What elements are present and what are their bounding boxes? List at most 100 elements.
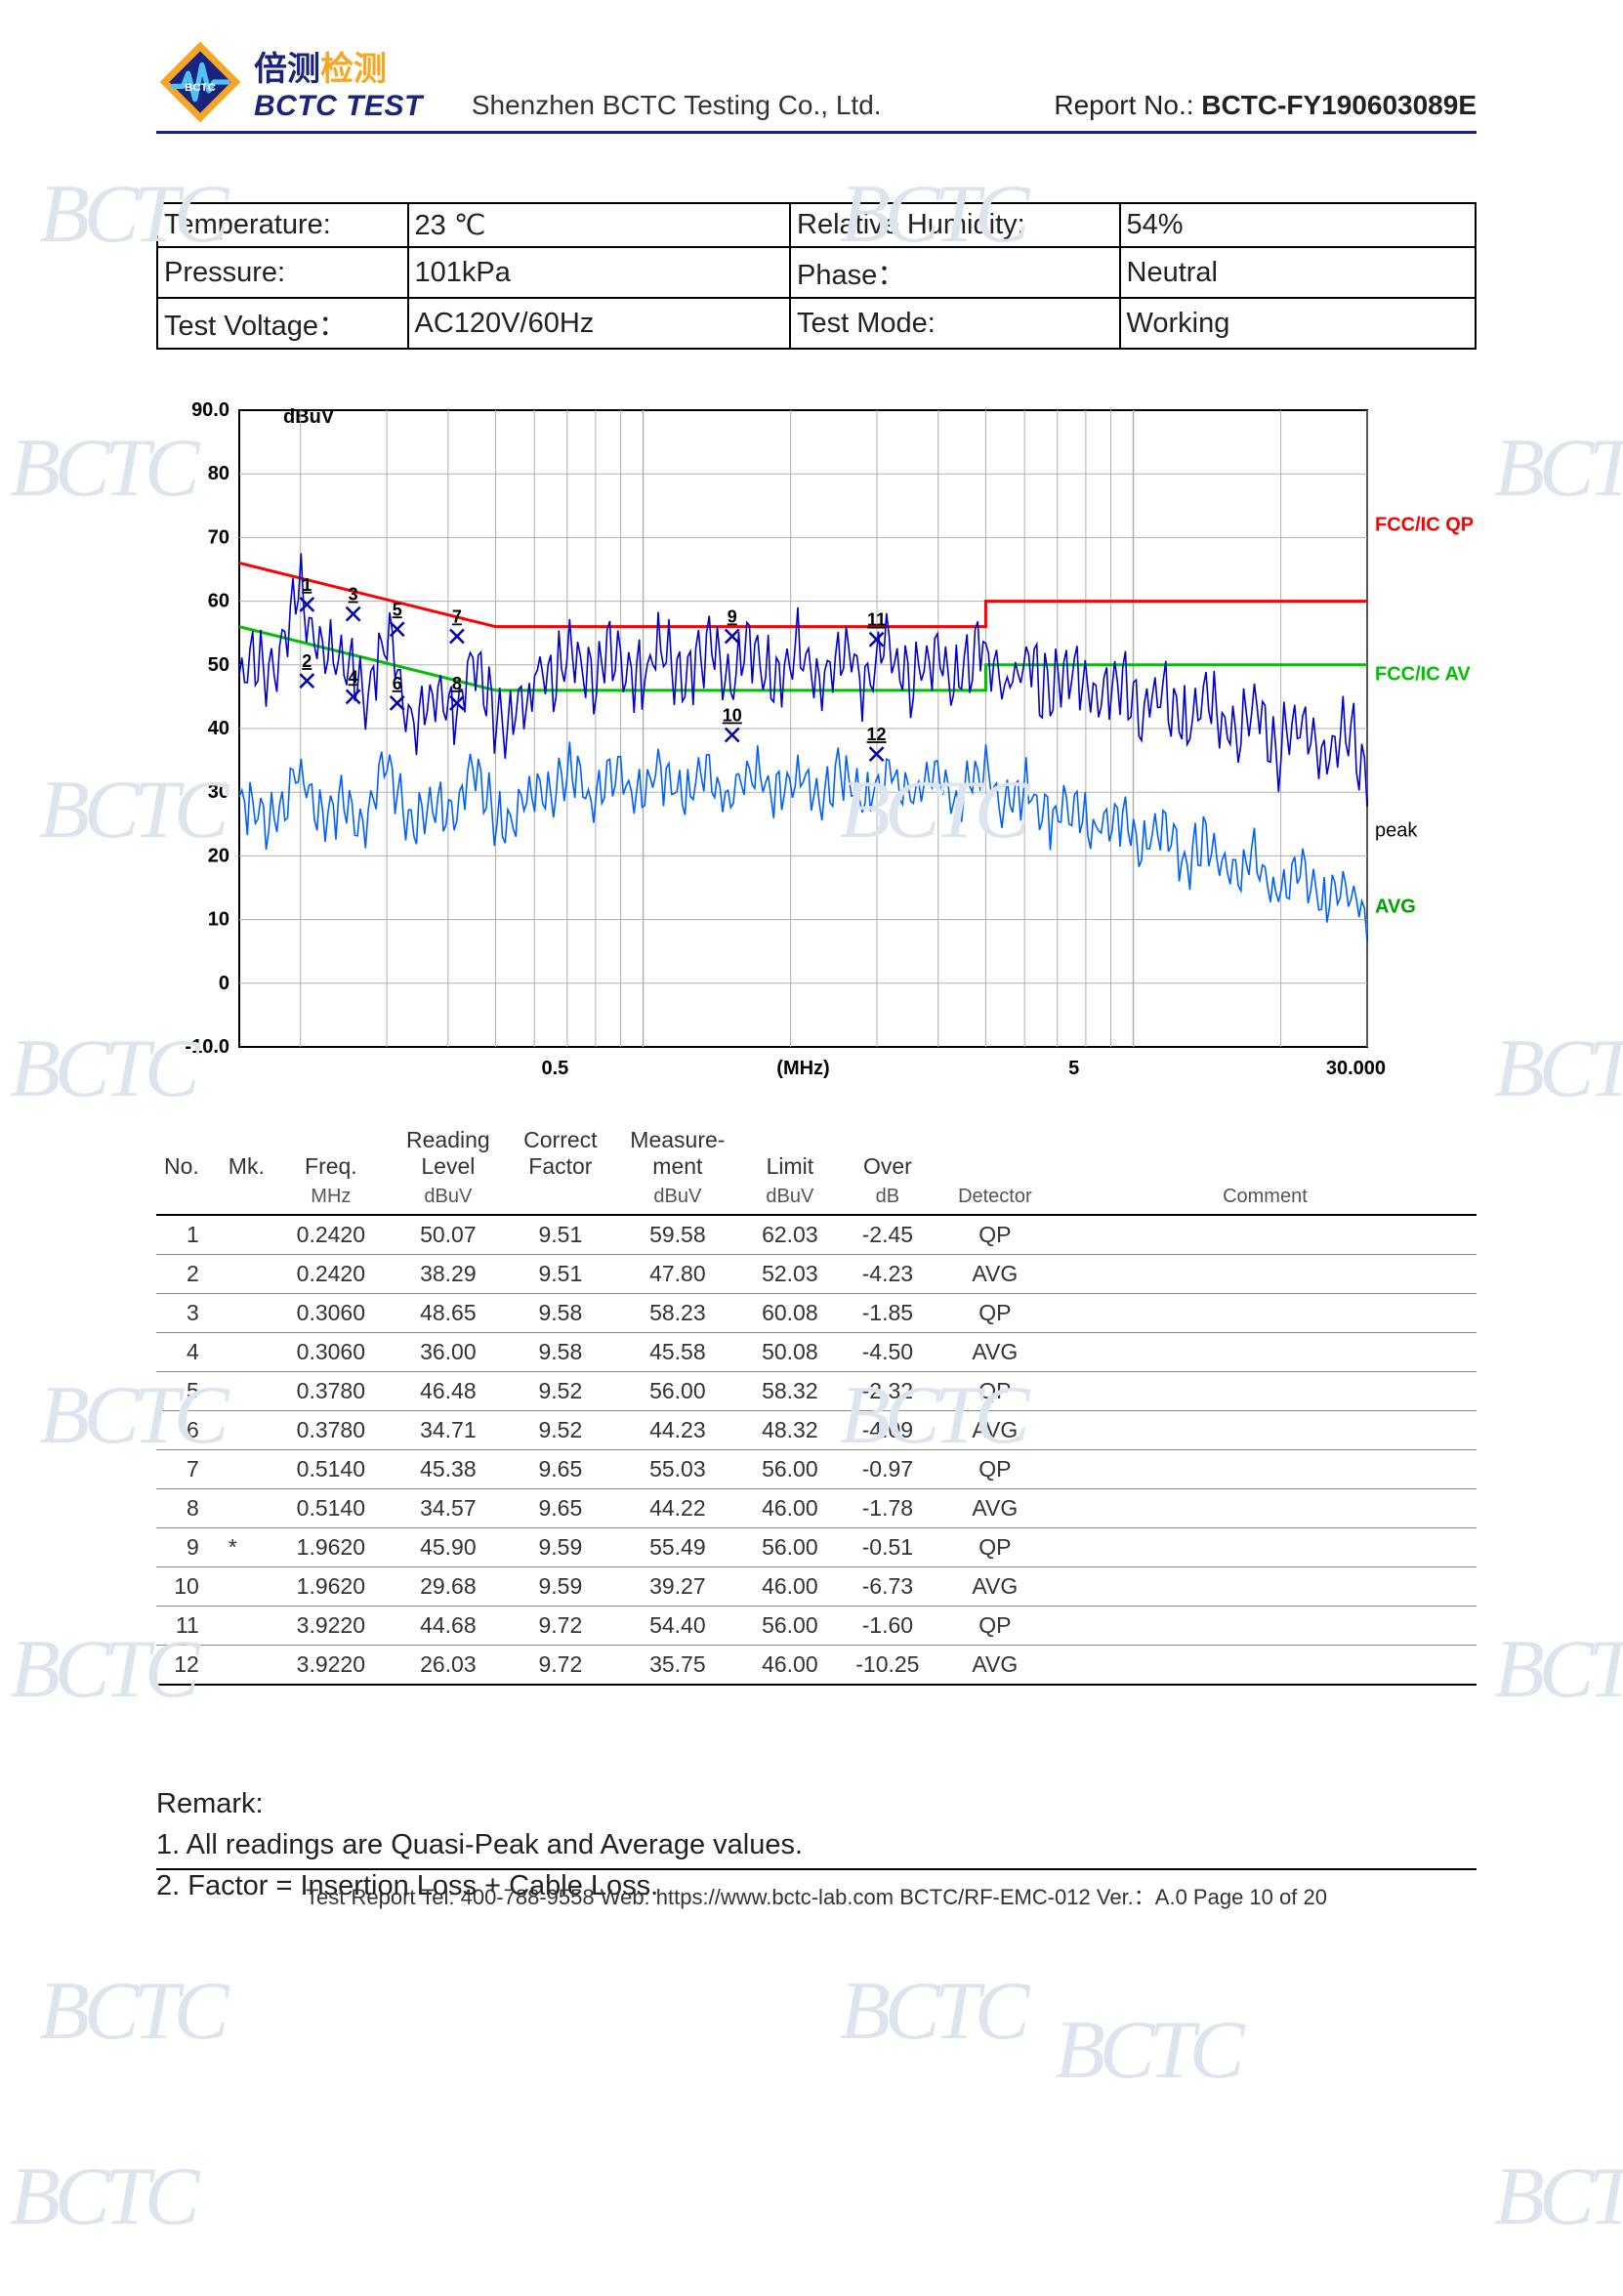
- watermark: BCTC: [840, 1963, 1024, 2059]
- svg-text:80: 80: [208, 463, 229, 484]
- table-cell: [1054, 1607, 1477, 1646]
- table-cell: -1.85: [839, 1294, 936, 1333]
- table-cell: 46.00: [741, 1646, 839, 1686]
- svg-text:30.000: 30.000: [1326, 1058, 1386, 1079]
- table-cell: 48.65: [390, 1294, 507, 1333]
- measurements-table: No.Mk.Freq.ReadingLevelCorrectFactorMeas…: [156, 1121, 1477, 1686]
- table-cell: 0.2420: [272, 1255, 390, 1294]
- table-cell: 55.03: [614, 1450, 741, 1489]
- table-cell: [1054, 1294, 1477, 1333]
- table-cell: 46.00: [741, 1567, 839, 1607]
- col-unit: dB: [839, 1186, 936, 1215]
- table-cell: 0.3060: [272, 1333, 390, 1372]
- col-unit: dBuV: [390, 1186, 507, 1215]
- table-cell: 56.00: [741, 1607, 839, 1646]
- table-cell: AVG: [936, 1646, 1054, 1686]
- table-cell: -2.32: [839, 1372, 936, 1411]
- chart-svg: 90.080706050403020100-10.0dBuV0.5530.000…: [166, 398, 1475, 1092]
- bctc-logo-icon: BCTC: [156, 39, 244, 125]
- col-header: Limit: [741, 1121, 839, 1186]
- col-header: [936, 1121, 1054, 1186]
- table-cell: [1054, 1255, 1477, 1294]
- table-cell: 52.03: [741, 1255, 839, 1294]
- table-cell: QP: [936, 1607, 1054, 1646]
- logo-block: BCTC 倍测检测 BCTC TEST: [156, 39, 423, 125]
- table-cell: 8: [156, 1489, 221, 1528]
- table-cell: 47.80: [614, 1255, 741, 1294]
- table-cell: QP: [936, 1528, 1054, 1567]
- table-cell: 45.58: [614, 1333, 741, 1372]
- table-row: 60.378034.719.5244.2348.32-4.09AVG: [156, 1411, 1477, 1450]
- table-cell: 59.58: [614, 1215, 741, 1255]
- svg-text:FCC/IC QP: FCC/IC QP: [1375, 514, 1474, 535]
- table-cell: [1054, 1215, 1477, 1255]
- table-cell: 26.03: [390, 1646, 507, 1686]
- col-unit: MHz: [272, 1186, 390, 1215]
- table-cell: 39.27: [614, 1567, 741, 1607]
- table-cell: 9.65: [507, 1489, 614, 1528]
- table-cell: 5: [156, 1372, 221, 1411]
- cond-label: Relative Humidity:: [790, 203, 1120, 247]
- table-cell: -4.09: [839, 1411, 936, 1450]
- table-cell: *: [221, 1528, 272, 1567]
- cond-row: Pressure: 101kPa Phase： Neutral: [157, 247, 1476, 298]
- remark-line: 1. All readings are Quasi-Peak and Avera…: [156, 1824, 1477, 1865]
- table-cell: [1054, 1450, 1477, 1489]
- cond-row: Test Voltage： AC120V/60Hz Test Mode: Wor…: [157, 298, 1476, 349]
- svg-text:7: 7: [452, 606, 462, 626]
- col-header: ReadingLevel: [390, 1121, 507, 1186]
- table-cell: -4.23: [839, 1255, 936, 1294]
- table-cell: 9.52: [507, 1411, 614, 1450]
- remark-title: Remark:: [156, 1783, 1477, 1824]
- table-cell: -2.45: [839, 1215, 936, 1255]
- table-cell: AVG: [936, 1567, 1054, 1607]
- svg-text:70: 70: [208, 526, 229, 548]
- table-row: 113.922044.689.7254.4056.00-1.60QP: [156, 1607, 1477, 1646]
- table-cell: 45.38: [390, 1450, 507, 1489]
- logo-cn-1: 倍测: [254, 51, 320, 88]
- table-cell: [221, 1450, 272, 1489]
- svg-text:FCC/IC AV: FCC/IC AV: [1375, 664, 1471, 686]
- svg-text:peak: peak: [1375, 819, 1418, 841]
- cond-label: Temperature:: [157, 203, 408, 247]
- table-row: 70.514045.389.6555.0356.00-0.97QP: [156, 1450, 1477, 1489]
- table-cell: 10: [156, 1567, 221, 1607]
- table-cell: -10.25: [839, 1646, 936, 1686]
- table-cell: [1054, 1333, 1477, 1372]
- table-cell: 0.3780: [272, 1411, 390, 1450]
- col-header: No.: [156, 1121, 221, 1186]
- svg-text:90.0: 90.0: [191, 399, 229, 421]
- svg-text:12: 12: [867, 725, 887, 744]
- svg-text:0: 0: [219, 973, 229, 994]
- table-cell: 56.00: [741, 1528, 839, 1567]
- table-cell: [221, 1567, 272, 1607]
- table-cell: 56.00: [741, 1450, 839, 1489]
- table-cell: 34.57: [390, 1489, 507, 1528]
- table-cell: 9.51: [507, 1255, 614, 1294]
- col-unit: Detector: [936, 1186, 1054, 1215]
- col-header: CorrectFactor: [507, 1121, 614, 1186]
- cond-value: 23 ℃: [408, 203, 791, 247]
- col-header: Over: [839, 1121, 936, 1186]
- table-cell: 9.58: [507, 1294, 614, 1333]
- table-cell: QP: [936, 1294, 1054, 1333]
- col-header: Measure-ment: [614, 1121, 741, 1186]
- table-cell: 44.22: [614, 1489, 741, 1528]
- table-cell: -6.73: [839, 1567, 936, 1607]
- cond-value: Neutral: [1120, 247, 1477, 298]
- svg-text:0.5: 0.5: [541, 1058, 568, 1079]
- cond-value: Working: [1120, 298, 1477, 349]
- logo-text: 倍测检测 BCTC TEST: [254, 42, 423, 123]
- svg-text:BCTC: BCTC: [185, 82, 216, 94]
- svg-text:10: 10: [723, 706, 742, 726]
- table-cell: AVG: [936, 1489, 1054, 1528]
- table-cell: 55.49: [614, 1528, 741, 1567]
- table-cell: 9.59: [507, 1528, 614, 1567]
- table-cell: AVG: [936, 1411, 1054, 1450]
- cond-row: Temperature: 23 ℃ Relative Humidity: 54%: [157, 203, 1476, 247]
- table-cell: -0.97: [839, 1450, 936, 1489]
- table-cell: 0.3780: [272, 1372, 390, 1411]
- svg-text:6: 6: [393, 674, 402, 693]
- cond-value: 54%: [1120, 203, 1477, 247]
- table-cell: 12: [156, 1646, 221, 1686]
